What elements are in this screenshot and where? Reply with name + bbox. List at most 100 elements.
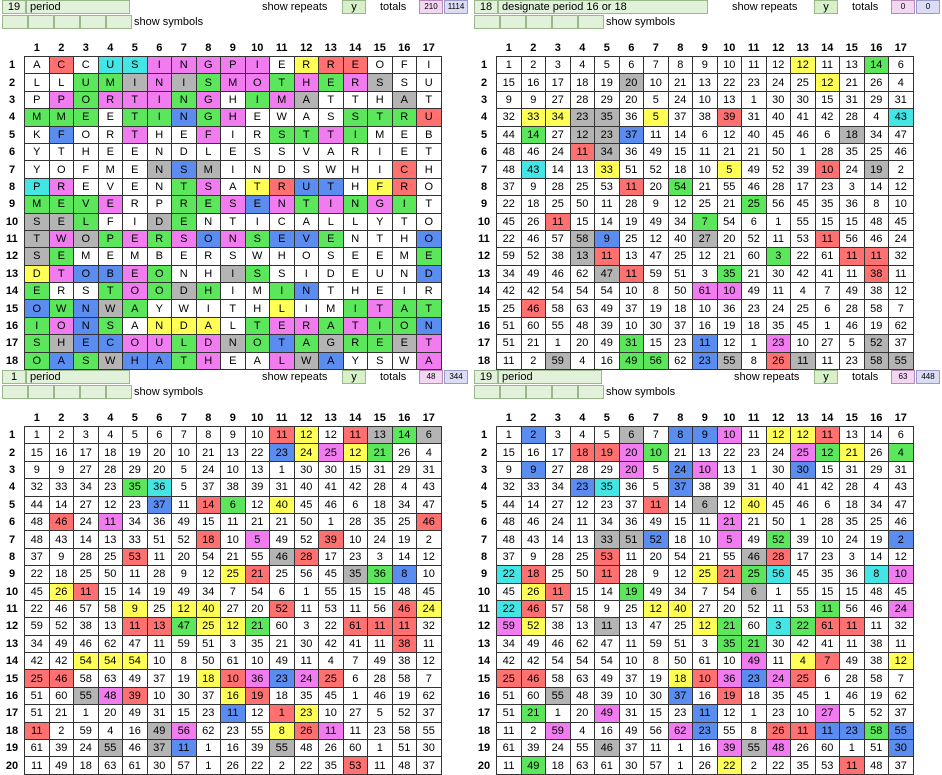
grid-cell[interactable]: H [195,351,221,371]
grid-cell[interactable]: 49 [643,142,669,162]
grid-cell[interactable]: 12 [643,599,669,619]
grid-cell[interactable]: D [416,264,442,284]
grid-cell[interactable]: 13 [839,55,865,75]
grid-cell[interactable]: 11 [569,142,595,162]
grid-cell[interactable]: 25 [146,599,172,619]
grid-cell[interactable]: 10 [618,686,644,706]
grid-cell[interactable]: 1 [741,334,767,353]
grid-cell[interactable]: 26 [520,212,546,231]
grid-cell[interactable]: 10 [814,160,840,179]
grid-cell[interactable]: 46 [863,229,889,249]
grid-cell[interactable]: 1 [269,704,295,723]
grid-cell[interactable]: N [342,195,368,214]
grid-cell[interactable]: M [24,108,50,127]
grid-cell[interactable]: 37 [416,756,442,775]
symbol-input[interactable] [28,385,54,399]
grid-cell[interactable]: H [122,351,148,371]
grid-cell[interactable]: 49 [618,721,644,741]
grid-cell[interactable]: 10 [220,530,246,549]
grid-cell[interactable]: 30 [293,460,319,480]
grid-cell[interactable]: 49 [171,512,197,532]
grid-cell[interactable]: 51 [195,634,221,654]
grid-cell[interactable]: 56 [293,565,319,584]
grid-cell[interactable]: S [318,247,344,266]
grid-cell[interactable]: W [48,229,74,249]
grid-cell[interactable]: 53 [790,599,816,619]
grid-cell[interactable]: 14 [863,177,889,197]
grid-cell[interactable]: D [195,334,221,353]
grid-cell[interactable]: 10 [692,160,718,179]
grid-cell[interactable]: 3 [765,247,791,266]
grid-cell[interactable]: 41 [790,478,816,497]
grid-cell[interactable]: 35 [716,634,742,654]
grid-cell[interactable]: 35 [244,634,270,654]
grid-cell[interactable]: 62 [569,634,595,654]
grid-cell[interactable]: 54 [122,652,148,671]
grid-cell[interactable]: 12 [643,229,669,249]
grid-cell[interactable]: 35 [839,512,865,532]
grid-cell[interactable]: O [195,229,221,249]
grid-cell[interactable]: 29 [863,90,889,110]
grid-cell[interactable]: E [73,108,99,127]
grid-cell[interactable]: 60 [520,316,546,336]
grid-cell[interactable]: 22 [244,443,270,462]
grid-cell[interactable]: 28 [545,547,571,567]
grid-cell[interactable]: N [220,334,246,353]
grid-cell[interactable]: 4 [318,652,344,671]
grid-cell[interactable]: 15 [171,704,197,723]
grid-cell[interactable]: 27 [73,460,99,480]
grid-cell[interactable]: 46 [48,512,74,532]
grid-cell[interactable]: 19 [863,316,889,336]
grid-cell[interactable]: 15 [814,90,840,110]
grid-cell[interactable]: E [342,55,368,75]
grid-cell[interactable]: 39 [594,316,620,336]
grid-cell[interactable]: 36 [839,195,865,214]
grid-cell[interactable]: 39 [520,739,546,758]
grid-cell[interactable]: N [416,316,442,336]
grid-cell[interactable]: 49 [520,756,546,775]
grid-cell[interactable]: 3 [545,425,571,445]
grid-cell[interactable]: 14 [195,495,221,514]
grid-cell[interactable]: 28 [765,177,791,197]
grid-cell[interactable]: 11 [569,512,595,532]
grid-cell[interactable]: G [195,108,221,127]
grid-cell[interactable]: 46 [391,599,417,619]
grid-cell[interactable]: E [122,142,148,162]
grid-cell[interactable]: 58 [545,669,571,688]
grid-cell[interactable]: 10 [692,460,718,480]
grid-cell[interactable]: 10 [146,686,172,706]
grid-cell[interactable]: 21 [716,565,742,584]
grid-cell[interactable]: 42 [496,282,522,301]
grid-cell[interactable]: A [122,316,148,336]
grid-cell[interactable]: T [342,90,368,110]
grid-cell[interactable]: U [416,73,442,92]
grid-cell[interactable]: 26 [520,582,546,601]
grid-cell[interactable]: 11 [888,264,914,284]
grid-cell[interactable]: 11 [220,512,246,532]
grid-cell[interactable]: 36 [146,512,172,532]
grid-cell[interactable]: 23 [741,443,767,462]
period-label-cell[interactable]: period [26,370,130,384]
grid-cell[interactable]: E [122,160,148,179]
grid-cell[interactable]: 32 [496,478,522,497]
grid-cell[interactable]: D [146,212,172,231]
grid-cell[interactable]: 22 [496,599,522,619]
grid-cell[interactable]: 20 [643,177,669,197]
grid-cell[interactable]: O [24,351,50,371]
grid-cell[interactable]: 21 [716,512,742,532]
grid-cell[interactable]: 2 [520,55,546,75]
grid-cell[interactable]: 32 [24,478,50,497]
grid-cell[interactable]: 6 [220,495,246,514]
grid-cell[interactable]: 25 [667,247,693,266]
grid-cell[interactable]: 35 [716,264,742,284]
grid-cell[interactable]: T [24,229,50,249]
grid-cell[interactable]: 48 [97,686,123,706]
grid-cell[interactable]: 2 [48,425,74,445]
grid-cell[interactable]: 18 [520,195,546,214]
grid-cell[interactable]: 54 [594,652,620,671]
grid-cell[interactable]: 46 [73,634,99,654]
grid-cell[interactable]: I [269,282,295,301]
grid-cell[interactable]: 21 [269,512,295,532]
grid-cell[interactable]: 46 [888,512,914,532]
grid-cell[interactable]: L [220,316,246,336]
